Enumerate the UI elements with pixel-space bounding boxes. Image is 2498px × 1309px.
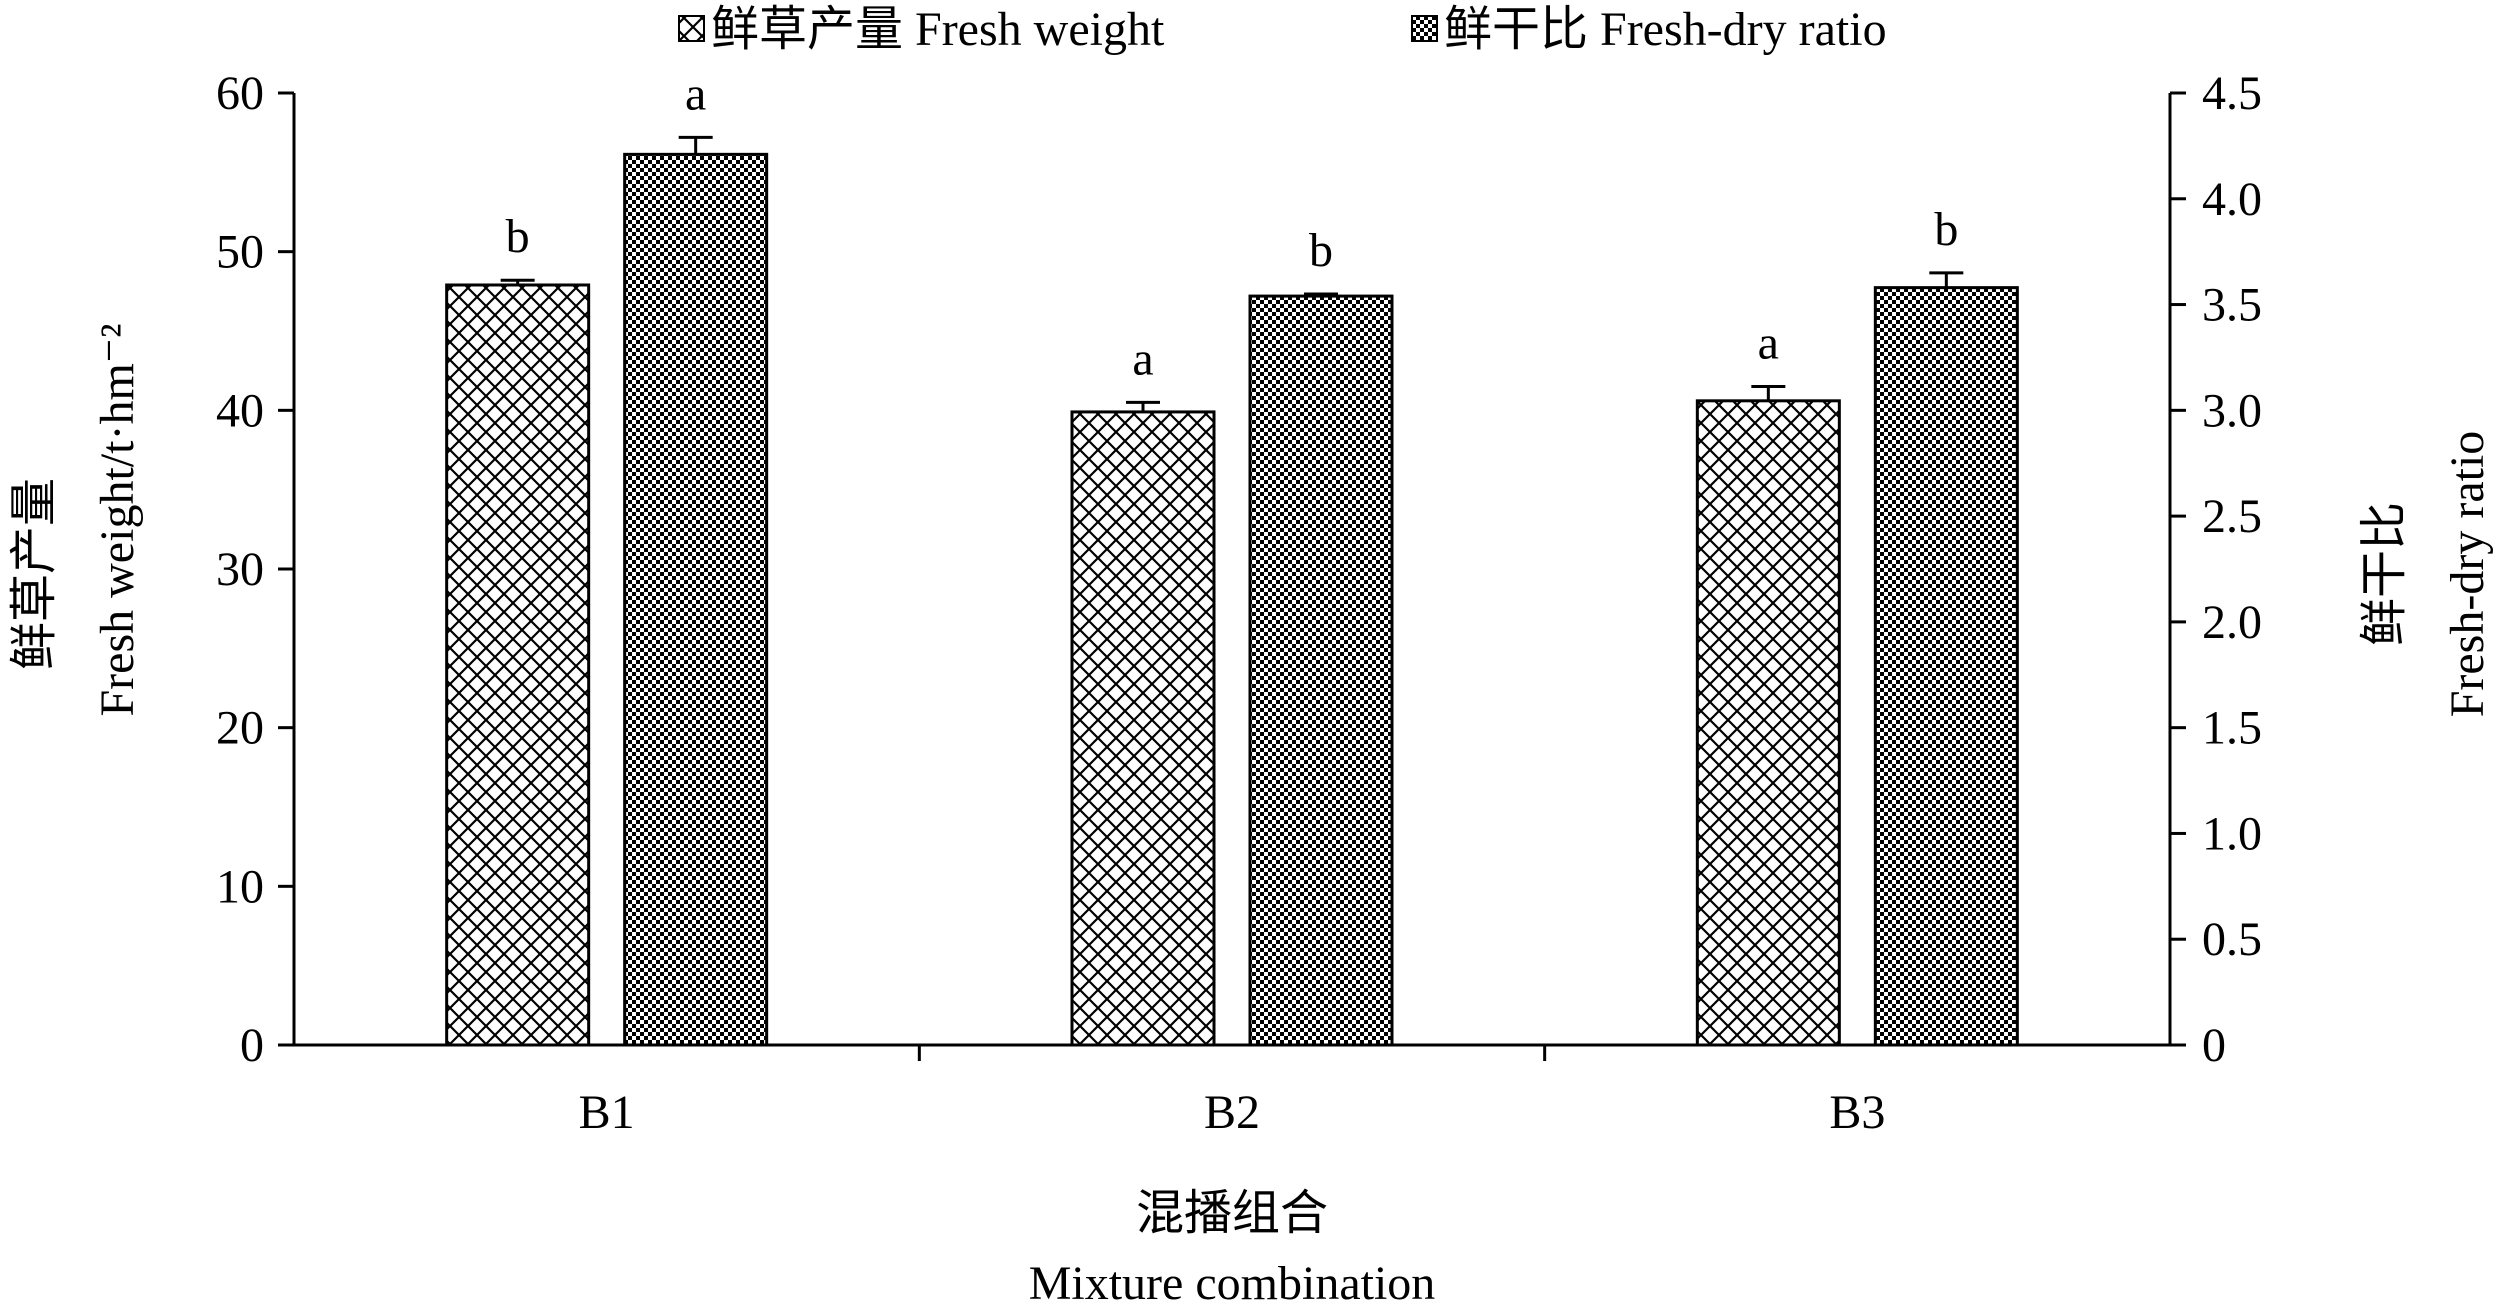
right-tick-label: 1.5: [2202, 702, 2262, 755]
bar-fresh-dry-ratio: [1248, 294, 1394, 1047]
bar-fresh-dry-ratio: [1873, 286, 2019, 1047]
bars: b a a b a b: [445, 67, 2019, 1047]
right-tick-label: 3.5: [2202, 279, 2262, 332]
x-tick-label: B1: [579, 1086, 635, 1139]
significance-label: a: [685, 67, 706, 120]
right-tick-label: 1.0: [2202, 807, 2262, 860]
bar-fresh-weight: [1695, 399, 1841, 1047]
significance-label: a: [1132, 332, 1153, 385]
x-tick-label: B2: [1204, 1086, 1260, 1139]
right-tick-label: 0.5: [2202, 913, 2262, 966]
left-tick-label: 0: [240, 1019, 264, 1072]
legend: 鲜草产量 Fresh weight 鲜干比 Fresh-dry ratio: [678, 3, 1887, 56]
legend-swatch-fresh-weight: [678, 15, 705, 42]
bar-fresh-dry-ratio: [623, 152, 769, 1047]
x-axis-title-en: Mixture combination: [1029, 1257, 1436, 1309]
legend-swatch-fresh-dry-ratio: [1411, 15, 1438, 42]
right-tick-label: 4.5: [2202, 67, 2262, 120]
left-axis-title-cn: 鲜草产量: [8, 478, 61, 670]
significance-label: b: [1309, 224, 1333, 277]
left-tick-label: 60: [216, 67, 264, 120]
axes: 0 10 20 30 40 50 60 0 0.5 1.0 1.5 2.0 2.5 3.0 3.5 4.0 4…: [216, 67, 2262, 1139]
right-tick-label: 4.0: [2202, 173, 2262, 226]
x-axis-title-cn: 混播组合: [1136, 1187, 1328, 1240]
right-tick-label: 2.5: [2202, 490, 2262, 543]
left-tick-label: 20: [216, 702, 264, 755]
left-tick-label: 10: [216, 860, 264, 913]
right-axis-title-en: Fresh-dry ratio: [2441, 431, 2494, 718]
right-tick-label: 0: [2202, 1019, 2226, 1072]
legend-label-fresh-dry-ratio: 鲜干比 Fresh-dry ratio: [1444, 3, 1887, 56]
significance-label: a: [1758, 317, 1779, 370]
right-axis-ticks: 0 0.5 1.0 1.5 2.0 2.5 3.0 3.5 4.0 4.5: [2170, 67, 2262, 1072]
left-tick-label: 50: [216, 226, 264, 279]
left-tick-label: 40: [216, 384, 264, 437]
left-axis-ticks: 0 10 20 30 40 50 60: [216, 67, 294, 1072]
right-axis-title-cn: 鲜干比: [2358, 502, 2411, 646]
significance-label: b: [506, 210, 530, 263]
legend-label-fresh-weight: 鲜草产量 Fresh weight: [711, 3, 1165, 56]
bar-fresh-weight: [445, 283, 591, 1047]
x-axis-ticks: B1 B2 B3: [579, 1045, 1885, 1139]
significance-label: b: [1934, 203, 1958, 256]
right-tick-label: 2.0: [2202, 596, 2262, 649]
left-tick-label: 30: [216, 543, 264, 596]
bar-fresh-weight: [1070, 410, 1216, 1047]
x-tick-label: B3: [1829, 1086, 1885, 1139]
left-axis-title-en: Fresh weight/t·hm⁻²: [91, 323, 144, 716]
right-tick-label: 3.0: [2202, 384, 2262, 437]
